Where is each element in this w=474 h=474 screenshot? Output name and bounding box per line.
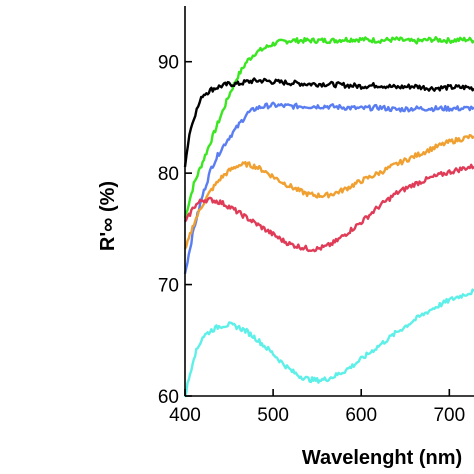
tick-layer: 400 500 600 700 60 70 80 90 xyxy=(158,53,465,426)
axis-layer xyxy=(184,6,474,397)
x-tick-label: 500 xyxy=(257,405,289,426)
series-line-5 xyxy=(183,163,474,253)
series-layer xyxy=(183,36,474,398)
series-line-4 xyxy=(183,133,474,250)
x-axis-title: Wavelenght (nm) xyxy=(302,447,462,469)
x-tick-label: 400 xyxy=(169,405,201,426)
series-line-3 xyxy=(183,101,474,274)
y-tick-label: 80 xyxy=(158,164,179,185)
y-tick-label: 70 xyxy=(158,276,179,297)
y-tick-label: 60 xyxy=(158,387,179,408)
x-tick-label: 600 xyxy=(345,405,377,426)
y-tick-label: 90 xyxy=(158,53,179,74)
series-line-2 xyxy=(183,77,474,168)
x-tick-label: 700 xyxy=(433,405,465,426)
series-line-1 xyxy=(183,36,474,219)
y-axis-title: R'∞ (%) xyxy=(97,181,119,251)
series-line-6 xyxy=(183,288,474,398)
